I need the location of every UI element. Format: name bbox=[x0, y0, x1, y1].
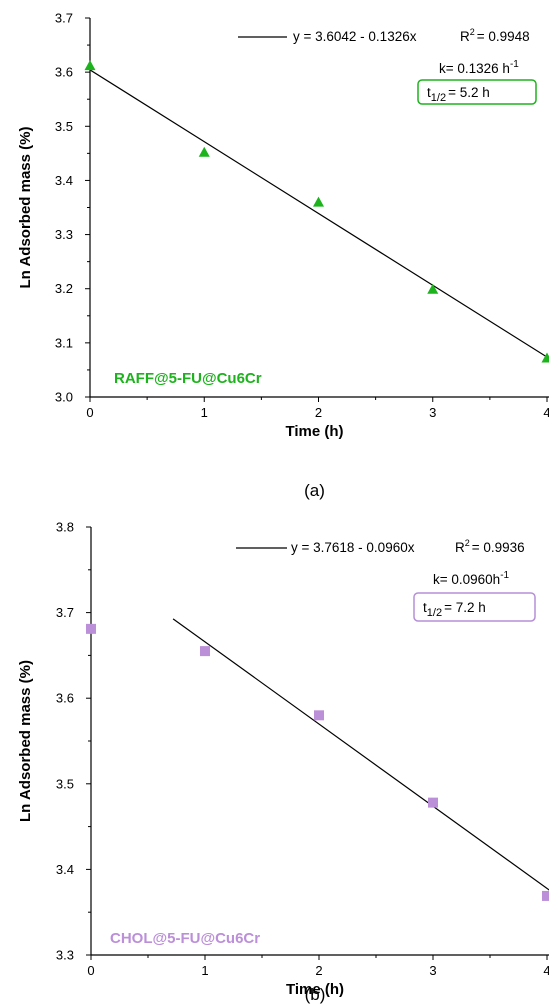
chart-panel-b: 3.3 3.4 3.5 3.6 3.7 3.8 0 1 2 3 4 Time (h) Ln Adsorb… bbox=[17, 520, 549, 1004]
rate-constant: k= 0.0960h-1 bbox=[433, 570, 510, 587]
y-tick-label: 3.3 bbox=[56, 948, 74, 963]
data-point bbox=[542, 890, 549, 901]
half-life-box bbox=[417, 79, 537, 105]
x-tick-label: 2 bbox=[315, 405, 322, 420]
panel-label: (a) bbox=[304, 481, 325, 500]
data-point bbox=[84, 60, 96, 71]
fit-line bbox=[90, 69, 549, 360]
k-text: k= 0.1326 h bbox=[439, 61, 510, 76]
series-label: RAFF@5-FU@Cu6Cr bbox=[114, 370, 262, 387]
data-point bbox=[541, 352, 549, 363]
x-tick-label: 4 bbox=[543, 963, 549, 978]
y-tick-label: 3.6 bbox=[56, 691, 74, 706]
y-tick-label: 3.0 bbox=[55, 390, 73, 405]
half-life-sub: 1/2 bbox=[427, 607, 442, 619]
k-sup: -1 bbox=[500, 570, 509, 581]
data-point bbox=[314, 710, 324, 721]
x-axis-title: Time (h) bbox=[285, 423, 343, 440]
fit-equation: y = 3.6042 - 0.1326x bbox=[293, 29, 417, 44]
y-tick-label: 3.5 bbox=[56, 776, 74, 791]
y-axis-title: Ln Adsorbed mass (%) bbox=[17, 660, 34, 822]
x-tick-label: 3 bbox=[429, 963, 436, 978]
data-point bbox=[313, 196, 324, 207]
k-text: k= 0.0960h bbox=[433, 572, 500, 587]
y-tick-label: 3.7 bbox=[56, 605, 74, 620]
half-life-box bbox=[413, 592, 536, 622]
y-tick-label: 3.7 bbox=[55, 11, 73, 26]
half-life-t: t bbox=[423, 600, 427, 615]
panel-label: (b) bbox=[305, 985, 326, 1004]
fit-equation: y = 3.7618 - 0.0960x bbox=[291, 540, 415, 555]
chart-panel-a: 3.0 3.1 3.2 3.3 3.4 3.5 3.6 3.7 0 1 2 3 4 Time (h) Ln … bbox=[17, 11, 549, 500]
half-life: t1/2 = 5.2 h bbox=[427, 85, 490, 104]
y-tick-label: 3.1 bbox=[55, 335, 73, 350]
x-axis-title: Time (h) bbox=[286, 981, 344, 998]
y-tick-label: 3.4 bbox=[55, 173, 73, 188]
half-life-t: t bbox=[427, 85, 431, 100]
r2-value: = 0.9948 bbox=[477, 29, 530, 44]
r2-value: = 0.9936 bbox=[472, 540, 525, 555]
rate-constant: k= 0.1326 h-1 bbox=[439, 59, 519, 76]
x-tick-label: 2 bbox=[315, 963, 322, 978]
fit-line bbox=[172, 618, 549, 891]
x-tick-label: 1 bbox=[201, 963, 208, 978]
y-tick-label: 3.3 bbox=[55, 227, 73, 242]
r-squared: R2 = 0.9936 bbox=[455, 538, 525, 555]
x-tick-label: 1 bbox=[201, 405, 208, 420]
y-axis-title: Ln Adsorbed mass (%) bbox=[17, 127, 34, 289]
half-life-value: = 5.2 h bbox=[448, 85, 490, 100]
half-life-value: = 7.2 h bbox=[444, 600, 486, 615]
r-squared: R2 = 0.9948 bbox=[460, 27, 530, 44]
data-point bbox=[427, 283, 439, 294]
y-tick-label: 3.4 bbox=[56, 862, 74, 877]
data-point bbox=[86, 623, 96, 634]
y-tick-label: 3.8 bbox=[56, 520, 74, 535]
y-tick-label: 3.5 bbox=[55, 119, 73, 134]
r2-sup: 2 bbox=[470, 27, 475, 37]
y-tick-label: 3.2 bbox=[55, 281, 73, 296]
data-point bbox=[198, 146, 210, 157]
x-tick-label: 3 bbox=[429, 405, 436, 420]
r2-label: R bbox=[455, 540, 465, 555]
y-tick-label: 3.6 bbox=[55, 65, 73, 80]
x-tick-label: 0 bbox=[87, 963, 94, 978]
half-life-sub: 1/2 bbox=[431, 92, 446, 104]
data-point bbox=[428, 797, 438, 808]
data-point bbox=[200, 646, 210, 657]
half-life: t1/2 = 7.2 h bbox=[423, 600, 486, 619]
r2-label: R bbox=[460, 29, 470, 44]
x-tick-label: 4 bbox=[543, 405, 549, 420]
k-sup: -1 bbox=[510, 59, 519, 70]
series-label: CHOL@5-FU@Cu6Cr bbox=[110, 930, 260, 947]
r2-sup: 2 bbox=[465, 538, 470, 548]
x-tick-label: 0 bbox=[86, 405, 93, 420]
